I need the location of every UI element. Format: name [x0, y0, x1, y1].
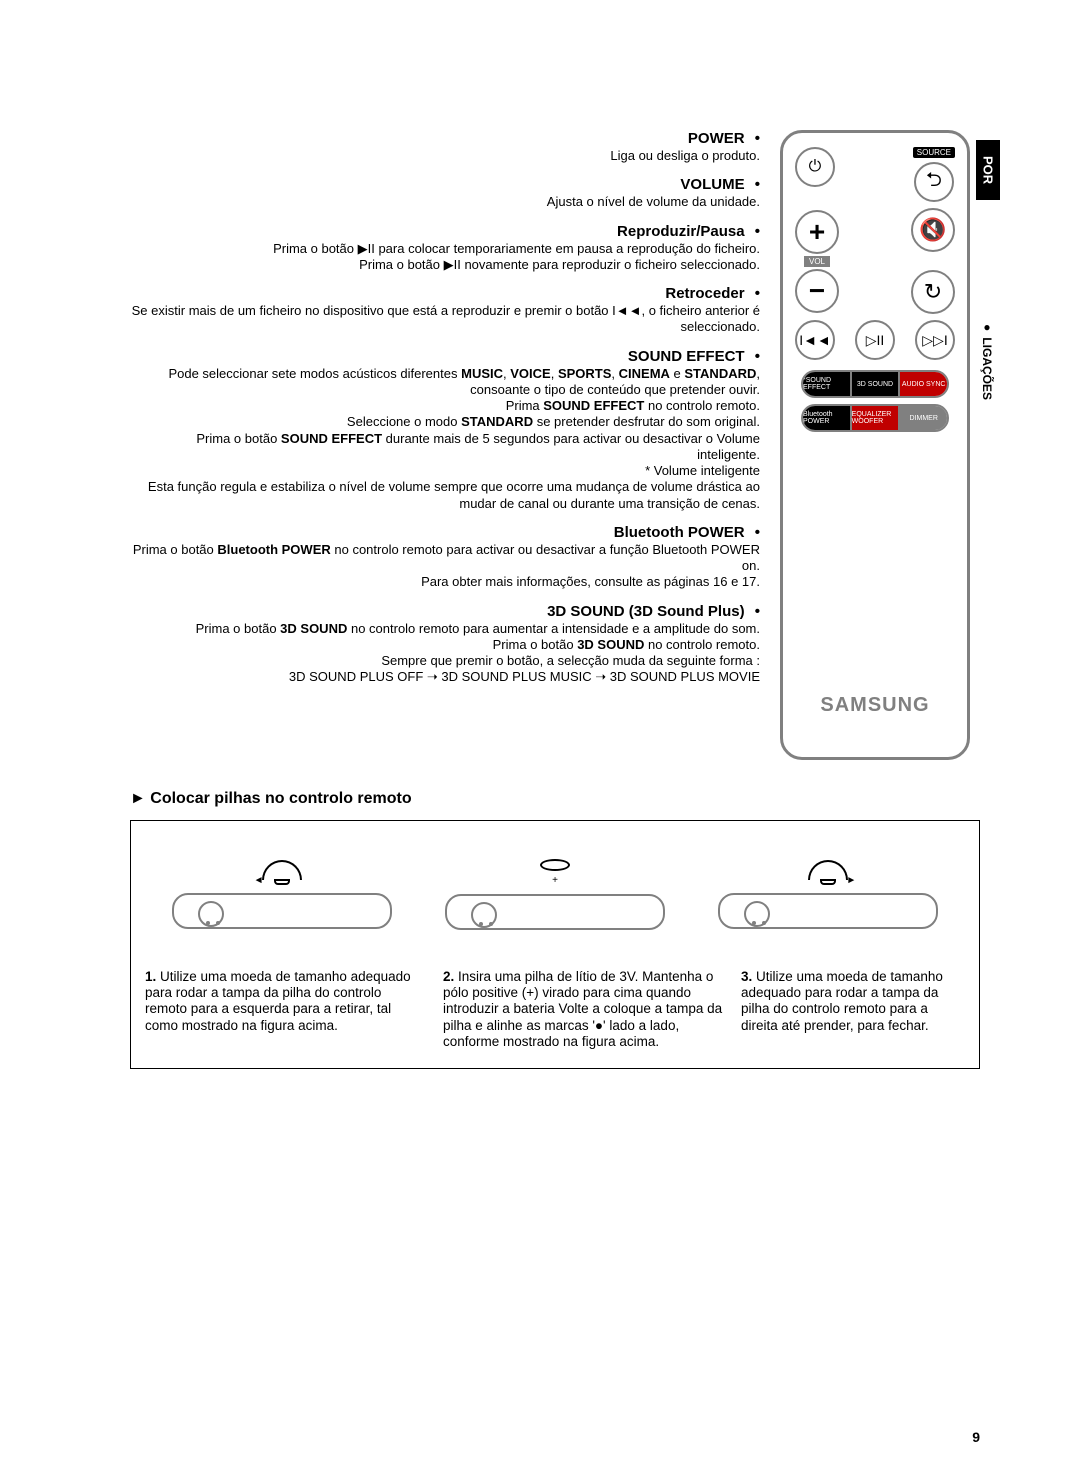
3d-p2: Prima o botão 3D SOUND no controlo remot… — [130, 637, 760, 653]
button-row-2: Bluetooth POWER EQUALIZER WOOFER DIMMER — [801, 404, 949, 432]
3d-sound-btn: 3D SOUND — [852, 372, 901, 396]
sound-title: SOUND EFFECT — [628, 348, 760, 365]
play-button: ▷II — [855, 320, 895, 360]
dimmer-btn: DIMMER — [900, 406, 947, 430]
bt-title: Bluetooth POWER — [614, 524, 760, 541]
play-l1: Prima o botão ▶II para colocar temporari… — [130, 241, 760, 257]
sound-p4: Prima o botão SOUND EFFECT durante mais … — [130, 431, 760, 464]
sound-p5: * Volume inteligente — [130, 463, 760, 479]
3d-title: 3D SOUND (3D Sound Plus) — [547, 603, 760, 620]
section-bluetooth: Bluetooth POWER Prima o botão Bluetooth … — [130, 524, 760, 591]
section-play: Reproduzir/Pausa Prima o botão ▶II para … — [130, 223, 760, 274]
descriptions-column: POWER Liga ou desliga o produto. VOLUME … — [130, 130, 760, 760]
section-power: POWER Liga ou desliga o produto. — [130, 130, 760, 164]
next-button: ▷▷I — [915, 320, 955, 360]
repeat-icon: ↻ — [924, 279, 942, 305]
remote-back-2 — [445, 894, 665, 930]
power-icon: ⏻ — [809, 158, 822, 176]
bt-p2: Para obter mais informações, consulte as… — [130, 574, 760, 590]
source-icon: ⮌ — [926, 165, 942, 199]
3d-p3: Sempre que premir o botão, a selecção mu… — [130, 653, 760, 669]
sound-p1: Pode seleccionar sete modos acústicos di… — [130, 366, 760, 399]
section-back: Retroceder Se existir mais de um ficheir… — [130, 285, 760, 336]
battery-section: ► Colocar pilhas no controlo remoto + 1.… — [130, 790, 980, 1069]
prev-button: I◄◄ — [795, 320, 835, 360]
button-row-1: *SOUND EFFECT 3D SOUND AUDIO SYNC — [801, 370, 949, 398]
volume-text: Ajusta o nível de volume da unidade. — [130, 194, 760, 210]
section-sound: SOUND EFFECT Pode seleccionar sete modos… — [130, 348, 760, 512]
back-title: Retroceder — [665, 285, 760, 302]
battery-box: + 1. Utilize uma moeda de tamanho adequa… — [130, 820, 980, 1069]
sound-effect-btn: *SOUND EFFECT — [803, 372, 852, 396]
rotate-right-icon — [808, 860, 848, 880]
source-button: ⮌ — [914, 162, 954, 202]
remote-body: ⏻ SOURCE ⮌ + VOL − 🔇 ↻ I◄◄ ▷I — [780, 130, 970, 760]
diagrams-row: + — [145, 839, 965, 949]
battery-title: ► Colocar pilhas no controlo remoto — [130, 790, 980, 808]
step-2: 2. Insira uma pilha de lítio de 3V. Mant… — [443, 969, 723, 1050]
sound-p3: Seleccione o modo STANDARD se pretender … — [130, 414, 760, 430]
vol-label: VOL — [804, 256, 830, 267]
rotate-left-icon — [262, 860, 302, 880]
play-l2: Prima o botão ▶II novamente para reprodu… — [130, 257, 760, 273]
3d-p1: Prima o botão 3D SOUND no controlo remot… — [130, 621, 760, 637]
side-section-label: LIGAÇÕES — [980, 320, 994, 400]
volume-up: + — [795, 210, 839, 254]
volume-title: VOLUME — [680, 176, 760, 193]
remote-back-1 — [172, 893, 392, 929]
brand-logo: SAMSUNG — [783, 694, 967, 717]
bluetooth-power-btn: Bluetooth POWER — [803, 406, 852, 430]
play-title: Reproduzir/Pausa — [617, 223, 760, 240]
audio-sync-btn: AUDIO SYNC — [900, 372, 947, 396]
battery-icon — [540, 859, 570, 871]
main-content: POWER Liga ou desliga o produto. VOLUME … — [130, 130, 980, 760]
repeat-button: ↻ — [911, 270, 955, 314]
remote-back-3 — [718, 893, 938, 929]
sound-p2: Prima SOUND EFFECT no controlo remoto. — [130, 398, 760, 414]
equalizer-btn: EQUALIZER WOOFER — [852, 406, 901, 430]
power-button: ⏻ — [795, 147, 835, 187]
diagram-2: + — [440, 839, 670, 949]
step-1: 1. Utilize uma moeda de tamanho adequado… — [145, 969, 425, 1050]
power-text: Liga ou desliga o produto. — [130, 148, 760, 164]
battery-steps: 1. Utilize uma moeda de tamanho adequado… — [145, 969, 965, 1050]
sound-p6: Esta função regula e estabiliza o nível … — [130, 479, 760, 512]
section-3dsound: 3D SOUND (3D Sound Plus) Prima o botão 3… — [130, 603, 760, 686]
3d-p4: 3D SOUND PLUS OFF ➝ 3D SOUND PLUS MUSIC … — [130, 669, 760, 685]
mute-button: 🔇 — [911, 208, 955, 252]
power-title: POWER — [688, 130, 760, 147]
source-label: SOURCE — [913, 147, 955, 158]
diagram-3 — [713, 839, 943, 949]
diagram-1 — [167, 839, 397, 949]
section-volume: VOLUME Ajusta o nível de volume da unida… — [130, 176, 760, 210]
volume-down: − — [795, 269, 839, 313]
page-number: 9 — [972, 1429, 980, 1445]
step-3: 3. Utilize uma moeda de tamanho adequado… — [741, 969, 965, 1050]
remote-diagram: ⏻ SOURCE ⮌ + VOL − 🔇 ↻ I◄◄ ▷I — [780, 130, 980, 760]
back-text: Se existir mais de um ficheiro no dispos… — [130, 303, 760, 336]
mute-icon: 🔇 — [919, 217, 946, 243]
bt-p1: Prima o botão Bluetooth POWER no control… — [130, 542, 760, 575]
volume-group: + VOL − — [795, 210, 839, 313]
